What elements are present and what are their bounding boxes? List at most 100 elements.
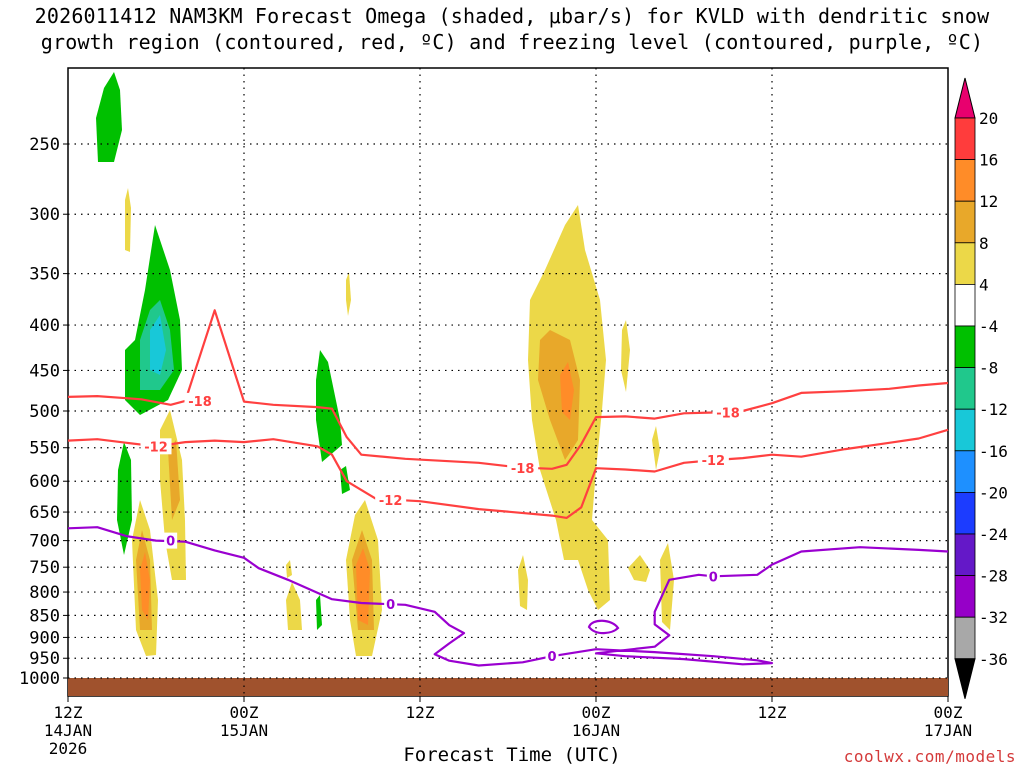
contour-label: -12: [379, 494, 403, 509]
omega-up-region: [150, 315, 166, 375]
x-tick-label: 12Z: [758, 703, 787, 722]
y-axis: 250 300 350 400 450 500 550 600 650 700 750 800 8509…: [19, 135, 68, 689]
omega-down-region: [628, 555, 650, 582]
contour-line--12C: [67, 428, 949, 519]
colorbar-label: -12: [979, 400, 1008, 419]
chart-title-line2: growth region (contoured, red, ºC) and f…: [40, 30, 984, 54]
x-tick-label: 00Z: [582, 703, 611, 722]
y-tick-label: 600: [29, 472, 60, 492]
contour-label-bg: [545, 648, 559, 665]
colorbar-label: 16: [979, 151, 998, 170]
colorbar-segment: [954, 325, 976, 368]
x-tick-label: 12Z: [54, 703, 83, 722]
colorbar-segment: [954, 408, 976, 452]
omega-down-region: [286, 582, 302, 630]
colorbar-segment: [954, 159, 976, 202]
y-tick-label: 700: [29, 532, 60, 552]
contour-label: -18: [511, 462, 535, 477]
contour-label-bg: [706, 568, 720, 585]
y-tick-label: 400: [29, 316, 60, 336]
contour-label: 0: [547, 650, 556, 665]
contour-loop-0C: [587, 619, 620, 635]
omega-down-region: [356, 548, 370, 625]
omega-down-region: [346, 272, 351, 316]
plot-frame: [67, 67, 949, 697]
y-tick-label: 850: [29, 606, 60, 626]
contour-label-bg: [384, 595, 398, 612]
x-axis-title: Forecast Time (UTC): [403, 744, 621, 766]
omega-down-region: [125, 188, 131, 252]
x-tick-year-label: 2026: [49, 739, 88, 758]
colorbar-label: -8: [979, 359, 998, 378]
colorbar-top-arrow: [954, 77, 976, 119]
y-tick-label: 450: [29, 361, 60, 381]
contour-label-bg: [712, 404, 744, 421]
colorbar-label: -28: [979, 567, 1008, 586]
contour-label-bg: [507, 460, 539, 477]
colorbar-label: -4: [979, 317, 998, 336]
x-tick-date-label: 17JAN: [924, 721, 972, 740]
colorbar: 20 16 12 8 4 -4 -8 -12 -16 -20 -24 -28 -32 -36: [954, 77, 1008, 699]
contour-label-bg: [375, 492, 407, 509]
omega-down-region: [621, 320, 630, 392]
y-tick-label: 250: [29, 135, 60, 155]
contour-label: -18: [716, 407, 740, 422]
y-tick-label: 650: [29, 503, 60, 523]
omega-down-region: [140, 552, 150, 620]
grid-lines: [68, 68, 948, 696]
colorbar-segment: [954, 533, 976, 576]
omega-shading: [96, 72, 674, 656]
contour-label: 0: [386, 598, 395, 613]
y-tick-label: 500: [29, 402, 60, 422]
y-tick-label: 900: [29, 628, 60, 648]
contour-label: 0: [166, 535, 175, 550]
y-tick-label: 300: [29, 205, 60, 225]
y-tick-label: 750: [29, 558, 60, 578]
contour-label: 0: [709, 570, 718, 585]
omega-down-region: [538, 330, 580, 460]
x-tick-date-label: 16JAN: [572, 721, 620, 740]
contour-label-bg: [184, 392, 216, 409]
colorbar-segment: [954, 491, 976, 535]
colorbar-segment: [954, 575, 976, 618]
chart-title-line1: 2026011412 NAM3KM Forecast Omega (shaded…: [34, 4, 990, 28]
omega-down-region: [168, 440, 180, 520]
colorbar-label: 4: [979, 275, 989, 294]
y-tick-label: 550: [29, 439, 60, 459]
x-tick-date-label: 14JAN: [44, 721, 92, 740]
colorbar-segment: [954, 242, 976, 285]
colorbar-label: -32: [979, 608, 1008, 627]
y-tick-label: 350: [29, 265, 60, 285]
contour-label: -18: [188, 395, 212, 410]
colorbar-label: -36: [979, 650, 1008, 669]
omega-down-region: [560, 362, 574, 420]
x-tick-label: 00Z: [230, 703, 259, 722]
colorbar-label: -24: [979, 525, 1008, 544]
contour-line-0C: [67, 526, 949, 667]
colorbar-label: -16: [979, 442, 1008, 461]
colorbar-segment: [954, 367, 976, 410]
colorbar-label: 8: [979, 234, 989, 253]
colorbar-label: 20: [979, 109, 998, 128]
contour-line--18C: [67, 309, 949, 470]
colorbar-segment: [954, 200, 976, 244]
terrain-ground: [68, 678, 948, 696]
contour-label-bg: [164, 532, 178, 549]
omega-down-region: [286, 560, 292, 578]
colorbar-label: -20: [979, 483, 1008, 502]
omega-down-region: [652, 426, 660, 470]
contour-label-bg: [140, 438, 172, 455]
omega-down-region: [518, 555, 528, 610]
colorbar-segment: [954, 450, 976, 493]
y-tick-label: 1000: [19, 669, 60, 689]
colorbar-segment: [954, 117, 976, 160]
omega-up-region: [117, 442, 132, 555]
colorbar-bottom-arrow: [954, 658, 976, 699]
contour-label: -12: [702, 454, 726, 469]
x-tick-label: 00Z: [934, 703, 963, 722]
credit-text: coolwx.com/models: [843, 747, 1016, 766]
y-tick-label: 800: [29, 583, 60, 603]
omega-up-region: [316, 595, 322, 630]
